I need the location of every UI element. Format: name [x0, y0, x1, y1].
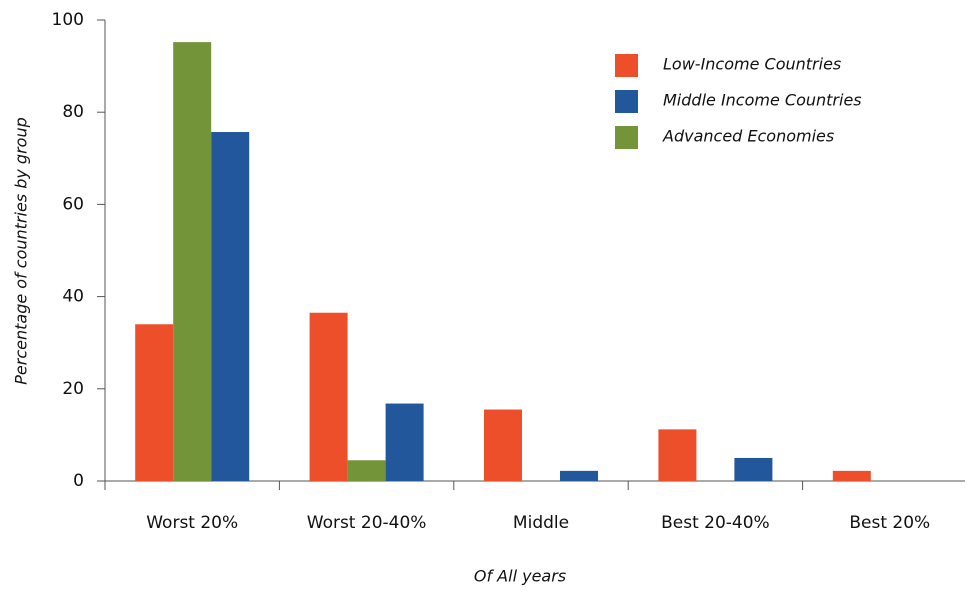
legend-swatch — [615, 126, 638, 149]
x-tick-label: Best 20-40% — [661, 513, 770, 533]
bar — [173, 42, 212, 482]
y-tick-label: 80 — [62, 102, 84, 122]
bar — [734, 457, 773, 481]
y-tick-label: 100 — [52, 10, 84, 30]
legend-label: Middle Income Countries — [663, 91, 862, 110]
bar — [560, 470, 598, 481]
bar — [658, 429, 697, 481]
y-tick-label: 60 — [62, 194, 84, 214]
bar — [385, 403, 424, 481]
bar — [347, 460, 386, 481]
y-tick-label: 0 — [73, 471, 84, 491]
x-axis-title: Of All years — [474, 567, 566, 586]
y-tick-label: 40 — [62, 287, 84, 307]
bar — [211, 132, 250, 481]
y-axis-title: Percentage of countries by group — [12, 117, 31, 384]
x-tick-label: Best 20% — [849, 513, 930, 533]
legend-label: Advanced Economies — [662, 127, 834, 146]
x-tick-label: Worst 20% — [146, 513, 238, 533]
legend-label: Low-Income Countries — [663, 55, 841, 74]
legend-swatch — [615, 54, 638, 77]
x-tick-label: Middle — [513, 513, 569, 533]
bar — [309, 312, 348, 481]
bar — [832, 470, 871, 481]
bar — [135, 324, 174, 481]
y-tick-label: 20 — [62, 379, 84, 399]
legend-swatch — [615, 90, 638, 113]
x-tick-label: Worst 20-40% — [307, 513, 427, 533]
bar — [484, 409, 522, 481]
